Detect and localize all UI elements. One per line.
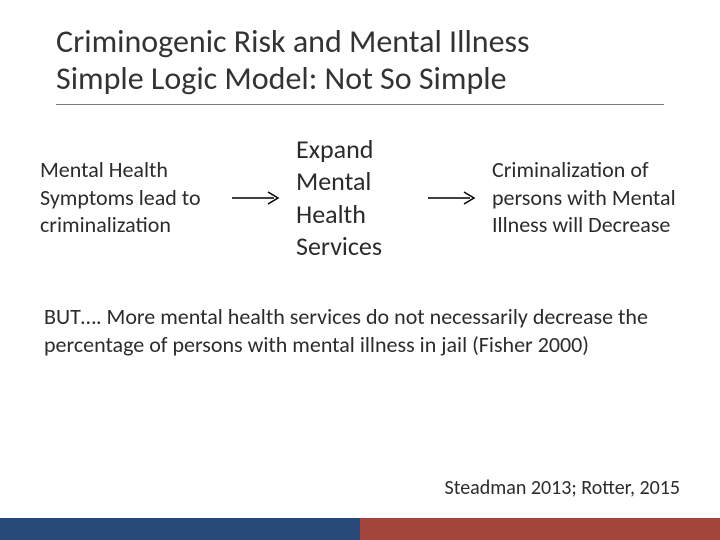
title-block: Criminogenic Risk and Mental Illness Sim… <box>0 0 720 113</box>
caveat-text: BUT…. More mental health services do not… <box>0 263 720 360</box>
title-line-1: Criminogenic Risk and Mental Illness <box>56 24 664 61</box>
slide: Criminogenic Risk and Mental Illness Sim… <box>0 0 720 540</box>
flow-node-1: Mental Health Symptoms lead to criminali… <box>40 156 220 239</box>
arrow-icon <box>426 190 482 206</box>
title-divider <box>56 104 664 105</box>
arrow-1 <box>230 190 286 206</box>
footer-band-blue <box>0 518 360 540</box>
flow-node-2: Expand Mental Health Services <box>296 133 416 263</box>
logic-model-flow: Mental Health Symptoms lead to criminali… <box>0 113 720 263</box>
title-line-2: Simple Logic Model: Not So Simple <box>56 61 664 98</box>
arrow-icon <box>230 190 286 206</box>
citation: Steadman 2013; Rotter, 2015 <box>445 476 680 500</box>
arrow-2 <box>426 190 482 206</box>
footer-band-red <box>360 518 720 540</box>
flow-node-3: Criminalization of persons with Mental I… <box>492 156 682 239</box>
footer-band <box>0 518 720 540</box>
